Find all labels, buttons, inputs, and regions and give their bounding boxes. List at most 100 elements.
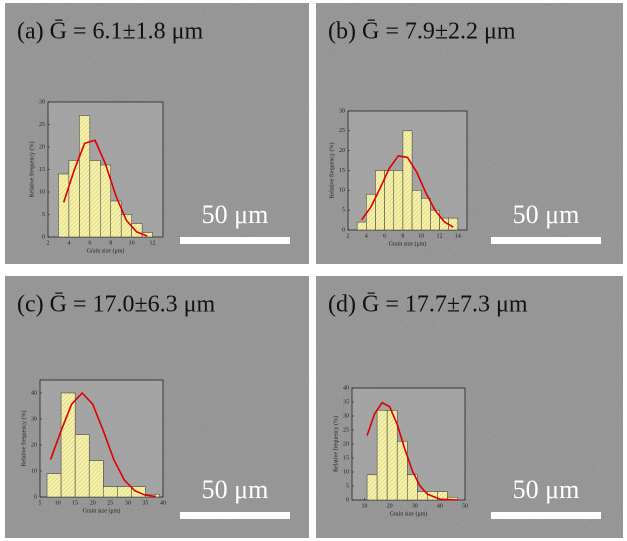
y-tick-label: 15 [343, 455, 349, 461]
x-tick-label: 10 [55, 500, 61, 506]
x-tick-label: 30 [412, 503, 418, 509]
bar-hatch [89, 160, 101, 237]
x-tick-label: 20 [387, 503, 393, 509]
y-tick-label: 30 [31, 416, 37, 422]
x-tick-label: 5 [39, 500, 42, 506]
x-tick-label: 12 [150, 240, 156, 246]
y-tick-label: 20 [343, 441, 349, 447]
bar-hatch [407, 474, 418, 500]
bar-hatch [68, 160, 80, 237]
bar-hatch [367, 474, 378, 500]
y-axis-label: Relative frequency (%) [20, 411, 27, 467]
y-tick-label: 5 [42, 212, 45, 218]
x-axis-label: Grain size (μm) [390, 510, 428, 517]
bar-hatch [121, 214, 132, 237]
fit-curve [49, 392, 157, 498]
x-tick-label: 6 [383, 233, 386, 239]
y-tick-label: 0 [34, 494, 37, 500]
x-tick-label: 14 [455, 233, 461, 239]
y-tick-label: 20 [31, 442, 37, 448]
bar-hatch [397, 441, 408, 500]
y-tick-label: 35 [343, 399, 349, 405]
y-tick-label: 30 [339, 108, 345, 114]
x-tick-label: 8 [401, 233, 404, 239]
x-tick-label: 30 [125, 500, 131, 506]
y-tick-label: 20 [339, 148, 345, 154]
x-tick-label: 2 [347, 233, 350, 239]
x-tick-label: 35 [142, 500, 148, 506]
y-tick-label: 25 [39, 122, 45, 128]
scale-bar [491, 512, 601, 519]
scale-bar [180, 512, 290, 519]
x-tick-label: 4 [365, 233, 368, 239]
x-tick-label: 25 [107, 500, 113, 506]
panel: (b) Ḡ = 7.9±2.2 μm 0 5 10 15 20 25 30 2 4 6 8 10 12 14… [316, 3, 623, 264]
x-tick-label: 50 [462, 503, 468, 509]
y-tick-label: 40 [31, 390, 37, 396]
x-tick-label: 10 [418, 233, 424, 239]
y-tick-label: 0 [342, 227, 345, 233]
bar-hatch [79, 115, 90, 237]
bar-hatch [89, 460, 104, 497]
y-tick-label: 5 [342, 208, 345, 214]
x-tick-label: 40 [437, 503, 443, 509]
bar-hatch [142, 232, 153, 237]
y-tick-label: 40 [343, 385, 349, 391]
bar-hatch [47, 473, 62, 497]
bar-hatch [366, 194, 376, 230]
x-tick-label: 6 [88, 240, 91, 246]
bar-hatch [393, 170, 403, 230]
panel-title: (c) Ḡ = 17.0±6.3 μm [17, 292, 216, 318]
y-tick-label: 20 [39, 144, 45, 150]
y-tick-label: 25 [339, 128, 345, 134]
fit-curve [361, 155, 454, 228]
y-tick-label: 30 [39, 99, 45, 105]
bar-hatch [110, 201, 122, 237]
x-tick-label: 10 [129, 240, 135, 246]
bar-hatch [375, 170, 385, 230]
x-tick-label: 12 [437, 233, 443, 239]
y-axis-label: Relative frequency (%) [28, 142, 35, 198]
panel-title: (a) Ḡ = 6.1±1.8 μm [17, 19, 204, 45]
x-tick-label: 20 [90, 500, 96, 506]
panel-title: (d) Ḡ = 17.7±7.3 μm [328, 292, 528, 318]
bar-hatch [100, 165, 111, 237]
x-axis-label: Grain size (μm) [83, 507, 121, 514]
bar-hatch [417, 491, 428, 500]
bar-hatch [448, 218, 458, 230]
bar-hatch [357, 222, 367, 230]
scale-bar-label: 50 μm [202, 475, 269, 504]
y-tick-label: 5 [346, 483, 349, 489]
scale-bar-label: 50 μm [513, 475, 580, 504]
bar-hatch [75, 434, 90, 497]
scale-bar [491, 237, 601, 244]
panel: (c) Ḡ = 17.0±6.3 μm 0 10 20 30 40 5 10 15 20 25 30 3… [5, 276, 309, 538]
y-tick-label: 0 [42, 234, 45, 240]
y-axis-label: Relative frequency (%) [332, 416, 339, 472]
y-tick-label: 15 [339, 168, 345, 174]
x-tick-label: 10 [362, 503, 368, 509]
y-tick-label: 25 [343, 427, 349, 433]
bar-hatch [103, 486, 118, 497]
bar-hatch [117, 486, 132, 497]
fit-curve [62, 139, 148, 237]
y-tick-label: 0 [346, 497, 349, 503]
scale-bar-label: 50 μm [202, 200, 269, 229]
bar-hatch [131, 223, 143, 237]
bar-hatch [61, 393, 76, 497]
bar-hatch [384, 170, 394, 230]
bar-hatch [412, 190, 422, 230]
x-tick-label: 40 [160, 500, 166, 506]
y-axis-label: Relative frequency (%) [328, 143, 335, 199]
x-tick-label: 8 [109, 240, 112, 246]
panel-title: (b) Ḡ = 7.9±2.2 μm [328, 19, 516, 45]
y-tick-label: 10 [343, 469, 349, 475]
bar-hatch [377, 410, 388, 500]
panel: (a) Ḡ = 6.1±1.8 μm 0 5 10 15 20 25 30 2 4 6 8 10 12 Gr… [5, 3, 309, 264]
fit-curve [366, 401, 458, 501]
x-axis-label: Grain size (μm) [389, 240, 427, 247]
x-tick-label: 2 [47, 240, 50, 246]
panel: (d) Ḡ = 17.7±7.3 μm 0 5 10 15 20 25 30 35 40 10 20 3… [316, 276, 623, 538]
bar-hatch [439, 218, 449, 230]
